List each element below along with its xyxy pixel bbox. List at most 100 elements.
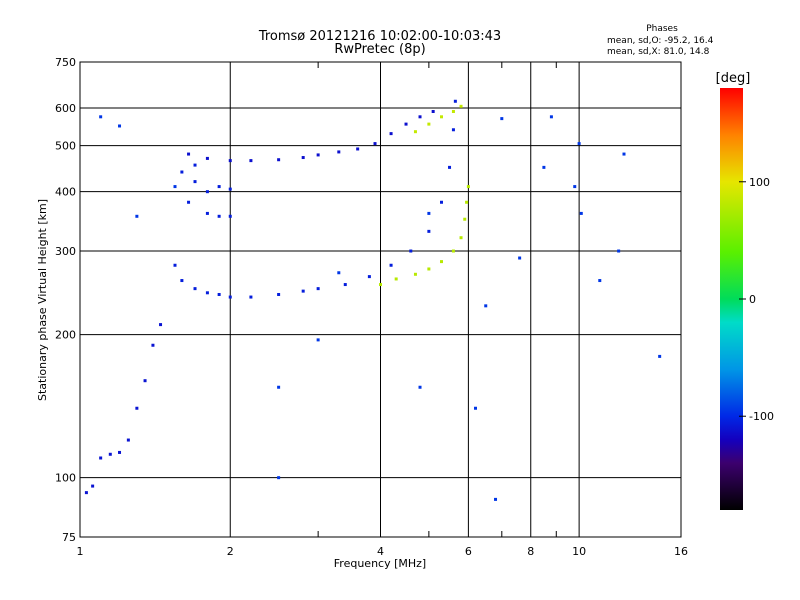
data-point (205, 211, 209, 215)
data-point (126, 438, 130, 442)
data-point (367, 275, 371, 279)
data-point (301, 289, 305, 293)
data-point (193, 287, 197, 291)
data-point (404, 122, 408, 126)
chart-title: Tromsø 20121216 10:02:00-10:03:43 (258, 29, 501, 44)
data-point (431, 109, 435, 113)
x-axis-label: Frequency [MHz] (334, 557, 426, 570)
data-point (549, 115, 553, 119)
data-point (180, 279, 184, 283)
data-point (343, 283, 347, 287)
data-point (459, 236, 463, 240)
data-point (409, 249, 413, 253)
colorbar-tick-label: -100 (749, 410, 774, 423)
x-tick-label: 16 (674, 545, 688, 558)
data-point (118, 124, 122, 128)
data-point (135, 406, 139, 410)
data-point (277, 476, 281, 480)
data-point (622, 152, 626, 156)
data-point (228, 187, 232, 191)
data-point (118, 450, 122, 454)
data-point (451, 249, 455, 253)
data-point (228, 295, 232, 299)
data-point (173, 185, 177, 189)
data-point (379, 283, 382, 287)
data-point (427, 267, 431, 271)
data-point (187, 152, 191, 156)
x-minor-ticks (317, 62, 557, 537)
data-point (500, 117, 504, 121)
phase-stats-o: mean, sd,O: -95.2, 16.4 (607, 36, 714, 46)
data-point (143, 379, 147, 383)
data-point (413, 272, 417, 276)
data-point (427, 211, 431, 215)
data-point (451, 128, 455, 132)
x-tick-label: 1 (77, 545, 84, 558)
data-point (466, 185, 470, 189)
x-tick-label: 6 (465, 545, 472, 558)
x-tick-label: 2 (227, 545, 234, 558)
data-point (473, 406, 477, 410)
data-point (180, 170, 184, 174)
data-point (277, 385, 281, 389)
data-point (440, 260, 444, 264)
data-point (494, 497, 498, 501)
data-point (205, 190, 209, 194)
y-tick-label: 100 (55, 472, 76, 485)
y-tick-label: 75 (62, 531, 76, 544)
y-tick-label: 200 (55, 329, 76, 342)
y-tick-label: 750 (55, 56, 76, 69)
grid-lines (80, 62, 681, 537)
colorbar (720, 88, 743, 510)
y-tick-label: 300 (55, 245, 76, 258)
data-point (228, 214, 232, 218)
data-point (394, 277, 398, 281)
plot-frame (79, 61, 682, 538)
data-point (193, 180, 197, 184)
data-point (573, 185, 577, 189)
data-point (440, 115, 444, 119)
data-point (205, 156, 209, 160)
x-tick-label: 8 (527, 545, 534, 558)
data-point (337, 271, 341, 275)
data-point (484, 304, 488, 308)
data-point (577, 142, 581, 146)
data-point (99, 456, 103, 460)
data-point (459, 104, 463, 108)
data-point (448, 165, 452, 169)
data-point (440, 200, 444, 204)
data-point (356, 147, 360, 151)
data-point (418, 115, 422, 119)
x-tick-label: 10 (572, 545, 586, 558)
data-point (316, 287, 320, 291)
phase-stats-heading: Phases (646, 24, 678, 34)
colorbar-label: [deg] (716, 71, 751, 86)
data-point (518, 256, 522, 260)
data-point (427, 122, 431, 126)
data-point (465, 200, 469, 204)
data-point (277, 158, 281, 162)
data-point (389, 132, 393, 136)
data-point (337, 150, 341, 154)
data-point (463, 217, 467, 221)
data-point (413, 130, 417, 134)
data-point (418, 385, 422, 389)
data-point (658, 354, 662, 358)
phase-stats-x: mean, sd,X: 81.0, 14.8 (607, 47, 710, 57)
data-points (84, 99, 662, 501)
data-point (91, 484, 95, 488)
data-point (453, 99, 457, 103)
data-point (301, 156, 305, 160)
data-point (277, 292, 281, 296)
data-point (135, 214, 139, 218)
data-point (173, 263, 177, 267)
y-tick-label: 400 (55, 186, 76, 199)
data-point (217, 292, 221, 296)
data-point (99, 115, 103, 119)
x-tick-label: 4 (377, 545, 384, 558)
data-point (451, 109, 455, 113)
data-point (389, 263, 393, 267)
data-point (205, 291, 209, 295)
data-point (598, 279, 602, 283)
data-point (316, 338, 320, 342)
